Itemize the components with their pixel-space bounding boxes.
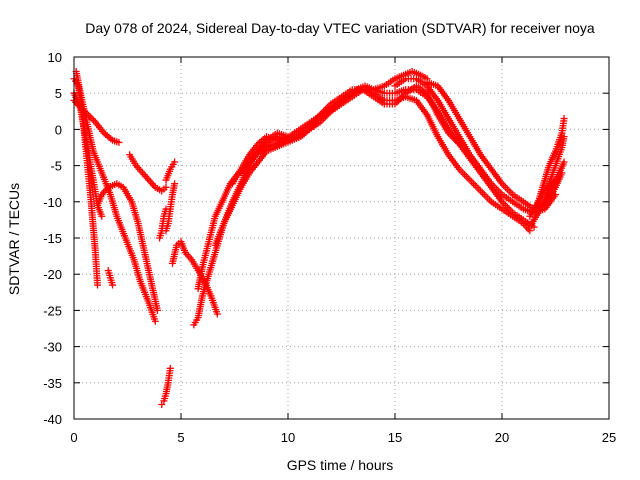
data-point bbox=[162, 183, 170, 191]
data-point bbox=[94, 281, 102, 289]
plot-frame bbox=[73, 56, 610, 420]
series-arc-5 bbox=[72, 67, 159, 325]
data-points bbox=[70, 67, 568, 409]
series-arc-20 bbox=[526, 133, 568, 220]
data-point bbox=[98, 212, 106, 220]
data-point bbox=[560, 115, 568, 123]
y-tick-label: -20 bbox=[43, 267, 62, 282]
y-tick-label: -30 bbox=[43, 340, 62, 355]
y-axis-title: SDTVAR / TECUs bbox=[6, 183, 22, 295]
x-axis-title: GPS time / hours bbox=[287, 457, 394, 473]
y-tick-label: -15 bbox=[43, 231, 62, 246]
data-point bbox=[88, 115, 96, 123]
y-tick-label: -10 bbox=[43, 195, 62, 210]
data-point bbox=[90, 116, 98, 124]
series-arc-22 bbox=[528, 158, 568, 228]
y-tick-label: -5 bbox=[50, 159, 62, 174]
data-point bbox=[151, 317, 159, 325]
x-tick-label: 0 bbox=[70, 430, 77, 445]
x-tick-label: 10 bbox=[281, 430, 295, 445]
x-tick-label: 5 bbox=[177, 430, 184, 445]
grid bbox=[74, 57, 609, 419]
data-point bbox=[171, 180, 179, 188]
x-tick-label: 20 bbox=[495, 430, 509, 445]
series-arc-10 bbox=[162, 158, 179, 184]
y-tick-label: -35 bbox=[43, 376, 62, 391]
chart-title: Day 078 of 2024, Sidereal Day-to-day VTE… bbox=[85, 20, 595, 36]
data-point bbox=[560, 158, 568, 166]
data-point bbox=[153, 306, 161, 314]
data-point bbox=[115, 138, 123, 146]
x-tick-label: 15 bbox=[388, 430, 402, 445]
y-tick-label: -40 bbox=[43, 412, 62, 427]
data-point bbox=[530, 223, 538, 231]
data-point bbox=[158, 401, 166, 409]
data-point bbox=[213, 310, 221, 318]
series-arc-11 bbox=[162, 180, 179, 235]
y-tick-label: 10 bbox=[48, 50, 62, 65]
x-tick-label: 25 bbox=[602, 430, 616, 445]
data-point bbox=[526, 227, 534, 235]
series-arc-13 bbox=[190, 129, 292, 329]
y-tick-label: -25 bbox=[43, 303, 62, 318]
series-arc-17 bbox=[237, 82, 463, 177]
y-tick-label: 0 bbox=[55, 122, 62, 137]
data-point bbox=[166, 364, 174, 372]
series-arc-9 bbox=[158, 364, 174, 409]
series-arc-6 bbox=[104, 267, 117, 289]
data-point bbox=[109, 281, 117, 289]
y-tick-label: 5 bbox=[55, 86, 62, 101]
data-point bbox=[171, 158, 179, 166]
series-arc-7 bbox=[126, 151, 170, 195]
